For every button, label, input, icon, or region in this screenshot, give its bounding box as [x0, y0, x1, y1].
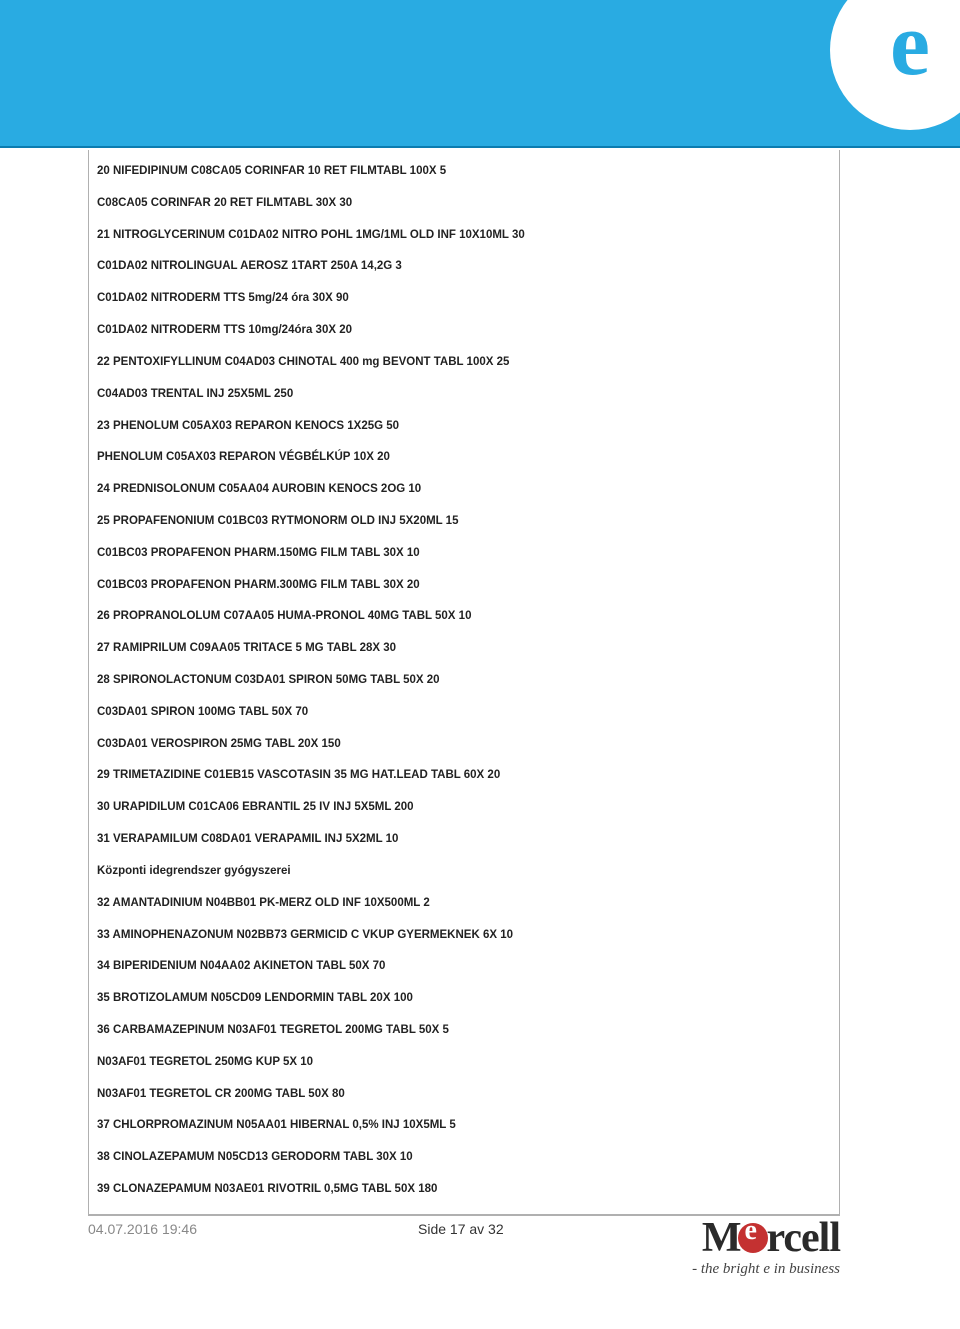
list-item: C01DA02 NITRODERM TTS 5mg/24 óra 30X 90: [97, 291, 831, 307]
list-item: C08CA05 CORINFAR 20 RET FILMTABL 30X 30: [97, 196, 831, 212]
list-item: 24 PREDNISOLONUM C05AA04 AUROBIN KENOCS …: [97, 482, 831, 498]
list-item: 30 URAPIDILUM C01CA06 EBRANTIL 25 IV INJ…: [97, 800, 831, 816]
list-item: 37 CHLORPROMAZINUM N05AA01 HIBERNAL 0,5%…: [97, 1118, 831, 1134]
list-item: C03DA01 VEROSPIRON 25MG TABL 20X 150: [97, 737, 831, 753]
list-item: 39 CLONAZEPAMUM N03AE01 RIVOTRIL 0,5MG T…: [97, 1182, 831, 1198]
header-logo-circle: e: [830, 0, 960, 130]
brand-text-post: rcell: [766, 1215, 840, 1261]
list-item: 26 PROPRANOLOLUM C07AA05 HUMA-PRONOL 40M…: [97, 609, 831, 625]
list-item: 34 BIPERIDENIUM N04AA02 AKINETON TABL 50…: [97, 959, 831, 975]
list-item: C01BC03 PROPAFENON PHARM.150MG FILM TABL…: [97, 546, 831, 562]
list-item: 23 PHENOLUM C05AX03 REPARON KENOCS 1X25G…: [97, 419, 831, 435]
logo-letter: e: [890, 0, 930, 96]
list-item: C03DA01 SPIRON 100MG TABL 50X 70: [97, 705, 831, 721]
header-band: e: [0, 0, 960, 148]
list-item: 38 CINOLAZEPAMUM N05CD13 GERODORM TABL 3…: [97, 1150, 831, 1166]
list-item: Központi idegrendszer gyógyszerei: [97, 864, 831, 880]
document-content: 20 NIFEDIPINUM C08CA05 CORINFAR 10 RET F…: [88, 150, 840, 1216]
list-item: 35 BROTIZOLAMUM N05CD09 LENDORMIN TABL 2…: [97, 991, 831, 1007]
brand-e-icon: [738, 1223, 768, 1253]
list-item: 29 TRIMETAZIDINE C01EB15 VASCOTASIN 35 M…: [97, 768, 831, 784]
list-item: C01DA02 NITROLINGUAL AEROSZ 1TART 250A 1…: [97, 259, 831, 275]
list-item: N03AF01 TEGRETOL CR 200MG TABL 50X 80: [97, 1087, 831, 1103]
list-item: 31 VERAPAMILUM C08DA01 VERAPAMIL INJ 5X2…: [97, 832, 831, 848]
list-item: 27 RAMIPRILUM C09AA05 TRITACE 5 MG TABL …: [97, 641, 831, 657]
list-item: 33 AMINOPHENAZONUM N02BB73 GERMICID C VK…: [97, 928, 831, 944]
list-item: PHENOLUM C05AX03 REPARON VÉGBÉLKÚP 10X 2…: [97, 450, 831, 466]
brand-text-pre: M: [702, 1215, 741, 1261]
brand-tagline: - the bright e in business: [692, 1261, 840, 1278]
list-item: 36 CARBAMAZEPINUM N03AF01 TEGRETOL 200MG…: [97, 1023, 831, 1039]
footer-date: 04.07.2016 19:46: [88, 1217, 197, 1237]
list-item: 28 SPIRONOLACTONUM C03DA01 SPIRON 50MG T…: [97, 673, 831, 689]
footer-brand: Mrcell - the bright e in business: [692, 1217, 840, 1278]
brand-wordmark: Mrcell: [692, 1217, 840, 1259]
list-item: N03AF01 TEGRETOL 250MG KUP 5X 10: [97, 1055, 831, 1071]
page-footer: 04.07.2016 19:46 Side 17 av 32 Mrcell - …: [88, 1217, 840, 1287]
footer-page-number: Side 17 av 32: [418, 1217, 504, 1237]
list-item: 32 AMANTADINIUM N04BB01 PK-MERZ OLD INF …: [97, 896, 831, 912]
list-item: C04AD03 TRENTAL INJ 25X5ML 250: [97, 387, 831, 403]
list-item: 20 NIFEDIPINUM C08CA05 CORINFAR 10 RET F…: [97, 164, 831, 180]
list-item: 21 NITROGLYCERINUM C01DA02 NITRO POHL 1M…: [97, 228, 831, 244]
list-item: 25 PROPAFENONIUM C01BC03 RYTMONORM OLD I…: [97, 514, 831, 530]
list-item: C01BC03 PROPAFENON PHARM.300MG FILM TABL…: [97, 578, 831, 594]
list-item: 22 PENTOXIFYLLINUM C04AD03 CHINOTAL 400 …: [97, 355, 831, 371]
list-item: C01DA02 NITRODERM TTS 10mg/24óra 30X 20: [97, 323, 831, 339]
